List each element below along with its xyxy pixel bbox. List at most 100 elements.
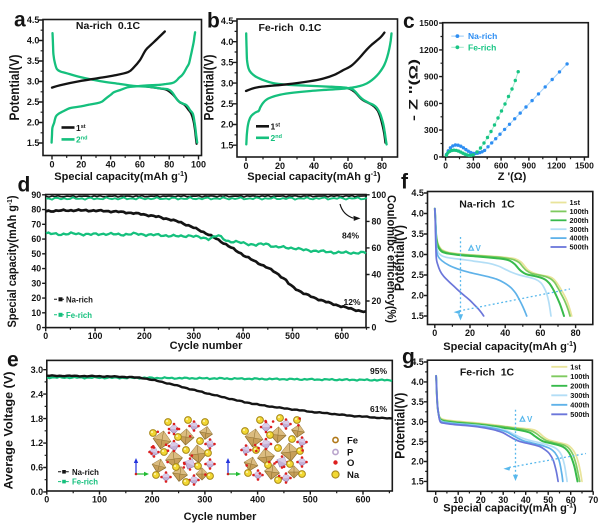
svg-text:3.0: 3.0 [411, 250, 424, 260]
svg-text:d: d [18, 173, 31, 196]
svg-text:4.0: 4.0 [411, 377, 424, 387]
svg-text:Fe: Fe [347, 435, 358, 446]
svg-text:30: 30 [498, 495, 508, 505]
svg-text:4.0: 4.0 [27, 36, 40, 46]
svg-text:30: 30 [31, 278, 41, 288]
svg-text:1500: 1500 [419, 18, 438, 28]
svg-text:Cycle number: Cycle number [170, 340, 243, 352]
svg-text:2.0: 2.0 [411, 457, 424, 467]
svg-text:Na-rich: Na-rich [468, 31, 497, 41]
svg-text:0: 0 [49, 160, 54, 170]
svg-text:4.0: 4.0 [411, 209, 424, 219]
svg-text:e: e [7, 349, 19, 372]
svg-text:1st: 1st [271, 122, 281, 132]
svg-text:Na-rich 1C: Na-rich 1C [459, 199, 515, 211]
svg-text:Coulomibc efficiency(%): Coulomibc efficiency(%) [385, 195, 397, 323]
svg-text:0: 0 [44, 495, 49, 505]
svg-text:3.5: 3.5 [411, 397, 424, 407]
svg-text:3.0: 3.0 [411, 417, 424, 427]
svg-text:2nd: 2nd [76, 135, 87, 145]
svg-text:600: 600 [424, 98, 438, 108]
svg-text:2.5: 2.5 [27, 97, 40, 107]
svg-text:1.5: 1.5 [411, 311, 424, 321]
svg-text:60: 60 [343, 161, 353, 171]
svg-text:20: 20 [76, 160, 86, 170]
svg-text:3.0: 3.0 [27, 77, 40, 87]
svg-text:300: 300 [197, 495, 212, 505]
svg-text:40: 40 [31, 264, 41, 274]
svg-text:1st: 1st [570, 362, 581, 371]
svg-text:80: 80 [571, 328, 581, 338]
svg-text:100: 100 [92, 495, 107, 505]
svg-text:3.0: 3.0 [221, 78, 234, 88]
svg-text:900: 900 [424, 72, 438, 82]
svg-text:95%: 95% [370, 366, 387, 376]
svg-text:Fe-rich: Fe-rich [468, 42, 496, 52]
svg-text:0: 0 [443, 161, 448, 171]
svg-text:200th: 200th [570, 216, 589, 225]
svg-text:10: 10 [453, 495, 463, 505]
svg-text:2.5: 2.5 [411, 270, 424, 280]
svg-text:400: 400 [236, 331, 251, 341]
svg-text:1.5: 1.5 [27, 138, 40, 148]
svg-text:70: 70 [31, 219, 41, 229]
svg-text:300: 300 [186, 331, 201, 341]
svg-text:300th: 300th [570, 225, 589, 234]
svg-text:0.6: 0.6 [31, 463, 44, 473]
svg-text:400: 400 [250, 495, 265, 505]
svg-text:200: 200 [145, 495, 160, 505]
svg-text:100: 100 [191, 160, 206, 170]
svg-text:80: 80 [372, 217, 382, 227]
svg-text:3.5: 3.5 [27, 56, 40, 66]
svg-text:300: 300 [424, 125, 438, 135]
svg-text:Na-rich: Na-rich [72, 468, 99, 477]
svg-text:500th: 500th [570, 410, 589, 419]
svg-text:70: 70 [588, 495, 598, 505]
svg-text:900: 900 [522, 161, 536, 171]
svg-text:Cycle number: Cycle number [184, 511, 257, 523]
svg-text:Potential(V): Potential(V) [392, 225, 407, 291]
svg-text:2nd: 2nd [271, 133, 282, 143]
svg-text:2.0: 2.0 [221, 120, 234, 130]
svg-text:2.5: 2.5 [411, 437, 424, 447]
svg-text:40: 40 [372, 270, 382, 280]
svg-text:1200: 1200 [419, 45, 438, 55]
svg-text:Fe-rich: Fe-rich [72, 478, 98, 487]
svg-text:Z '(Ω): Z '(Ω) [498, 171, 527, 183]
svg-text:0: 0 [43, 331, 48, 341]
svg-text:84%: 84% [342, 231, 359, 241]
svg-text:300th: 300th [570, 391, 589, 400]
svg-text:Fe-rich: Fe-rich [66, 311, 92, 320]
svg-text:200th: 200th [570, 381, 589, 390]
svg-text:Average Voltage (V): Average Voltage (V) [2, 371, 16, 489]
svg-text:Na-rich 0.1C: Na-rich 0.1C [76, 20, 141, 32]
svg-text:80: 80 [377, 161, 387, 171]
svg-text:Special capacity(mAh g-1): Special capacity(mAh g-1) [54, 171, 188, 183]
svg-text:3.0: 3.0 [31, 365, 44, 375]
svg-text:Na: Na [347, 470, 360, 481]
svg-text:Fe-rich 0.1C: Fe-rich 0.1C [258, 22, 321, 34]
svg-text:600: 600 [355, 495, 370, 505]
svg-text:Special capacity(mAh g-1): Special capacity(mAh g-1) [443, 503, 577, 515]
svg-text:100: 100 [372, 190, 387, 200]
svg-text:Special capacity(mAh g-1): Special capacity(mAh g-1) [443, 341, 577, 353]
svg-text:200: 200 [137, 331, 152, 341]
svg-text:60: 60 [135, 160, 145, 170]
svg-text:100th: 100th [570, 372, 589, 381]
svg-text:4.5: 4.5 [411, 188, 424, 198]
svg-text:60: 60 [31, 234, 41, 244]
svg-text:f: f [401, 170, 409, 193]
svg-text:61%: 61% [370, 404, 387, 414]
svg-text:2.5: 2.5 [221, 99, 234, 109]
svg-text:20: 20 [465, 328, 475, 338]
svg-text:g: g [402, 346, 415, 369]
svg-text:4.0: 4.0 [221, 37, 234, 47]
svg-text:a: a [14, 9, 26, 32]
svg-text:4.5: 4.5 [221, 16, 234, 26]
svg-text:40: 40 [106, 160, 116, 170]
svg-text:0: 0 [432, 328, 437, 338]
svg-text:O: O [347, 458, 354, 469]
svg-text:1.5: 1.5 [221, 140, 234, 150]
svg-text:40: 40 [521, 495, 531, 505]
svg-text:Fe-rich 1C: Fe-rich 1C [460, 367, 515, 379]
